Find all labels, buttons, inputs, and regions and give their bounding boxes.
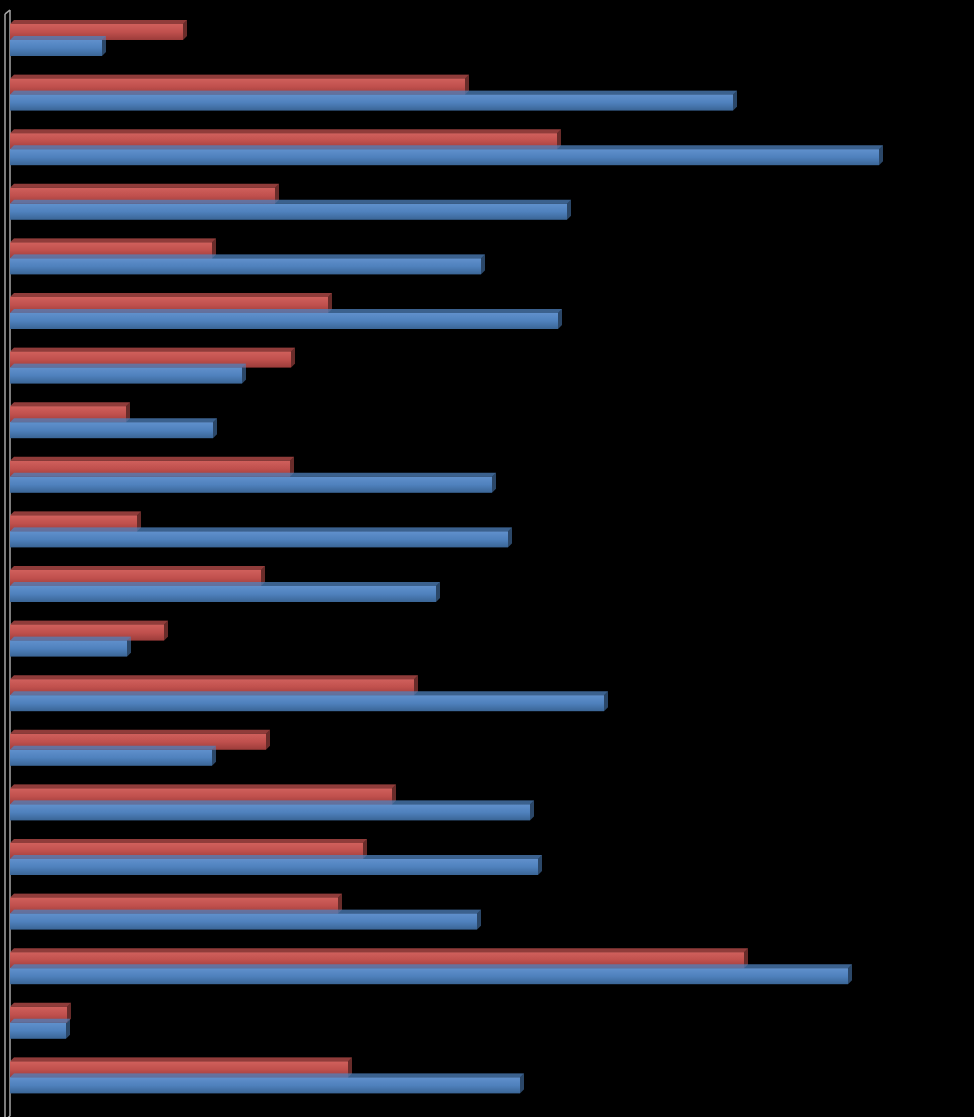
bar-s1-13	[10, 745, 216, 766]
bars	[10, 20, 883, 1094]
bar-s1-14	[10, 800, 534, 821]
bar-s1-10	[10, 582, 440, 602]
bar-s1-3	[10, 199, 571, 220]
y-axis-top-edge	[4, 9, 11, 15]
bar-s1-2	[10, 145, 883, 166]
bar-s1-5	[10, 309, 562, 329]
bar-s1-0	[10, 36, 106, 56]
bar-s1-8	[10, 472, 496, 493]
bar-s1-7	[10, 418, 217, 439]
bar-s1-18	[10, 1018, 70, 1039]
bar-s1-19	[10, 1073, 524, 1094]
bar-s1-4	[10, 254, 485, 275]
bar-s1-15	[10, 855, 542, 875]
bar-s1-1	[10, 90, 737, 111]
bar-s1-16	[10, 909, 481, 930]
axis	[4, 9, 11, 1117]
bar-s1-17	[10, 964, 852, 985]
bar-s1-9	[10, 527, 512, 548]
bar-s1-11	[10, 636, 131, 657]
bar-s1-12	[10, 691, 608, 712]
bar-s1-6	[10, 363, 246, 384]
